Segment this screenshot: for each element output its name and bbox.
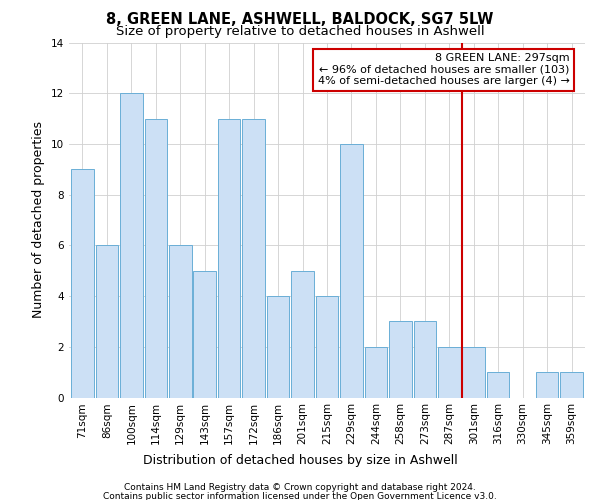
Text: 8, GREEN LANE, ASHWELL, BALDOCK, SG7 5LW: 8, GREEN LANE, ASHWELL, BALDOCK, SG7 5LW xyxy=(106,12,494,28)
Text: Contains HM Land Registry data © Crown copyright and database right 2024.: Contains HM Land Registry data © Crown c… xyxy=(124,484,476,492)
Bar xyxy=(95,246,118,398)
Bar xyxy=(389,322,412,398)
Bar xyxy=(71,170,94,398)
Bar xyxy=(218,118,241,398)
Bar xyxy=(120,93,143,398)
Bar xyxy=(438,347,461,398)
Text: Size of property relative to detached houses in Ashwell: Size of property relative to detached ho… xyxy=(116,25,484,38)
Bar xyxy=(169,246,191,398)
Bar xyxy=(242,118,265,398)
Bar xyxy=(560,372,583,398)
Bar xyxy=(487,372,509,398)
Y-axis label: Number of detached properties: Number of detached properties xyxy=(32,122,46,318)
Bar xyxy=(291,270,314,398)
Bar xyxy=(365,347,387,398)
Bar xyxy=(413,322,436,398)
Bar xyxy=(145,118,167,398)
Bar xyxy=(340,144,363,398)
Bar xyxy=(193,270,216,398)
Bar xyxy=(316,296,338,398)
Text: Contains public sector information licensed under the Open Government Licence v3: Contains public sector information licen… xyxy=(103,492,497,500)
Text: Distribution of detached houses by size in Ashwell: Distribution of detached houses by size … xyxy=(143,454,457,467)
Bar xyxy=(267,296,289,398)
Text: 8 GREEN LANE: 297sqm
← 96% of detached houses are smaller (103)
4% of semi-detac: 8 GREEN LANE: 297sqm ← 96% of detached h… xyxy=(317,53,569,86)
Bar xyxy=(536,372,559,398)
Bar xyxy=(463,347,485,398)
